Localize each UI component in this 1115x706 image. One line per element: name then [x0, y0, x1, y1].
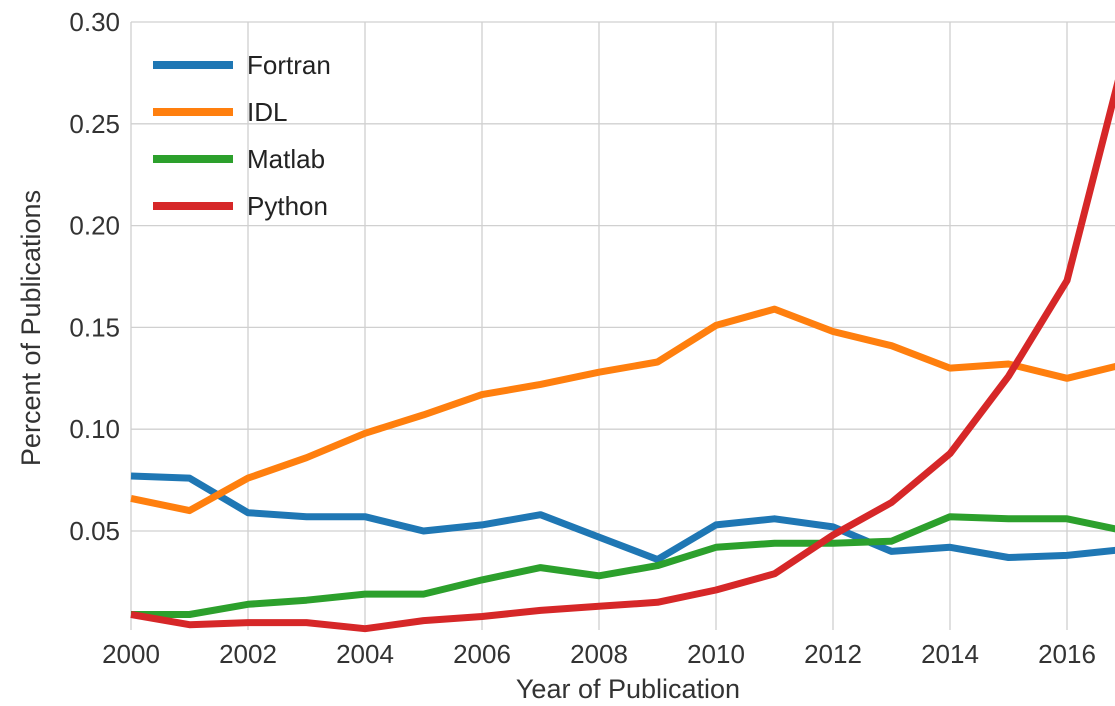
y-tick-label: 0.05 [69, 516, 120, 546]
legend: Fortran IDL Matlab Python [153, 50, 331, 221]
x-tick-label: 2006 [453, 639, 511, 669]
x-axis-label: Year of Publication [516, 674, 740, 704]
x-tick-label: 2002 [219, 639, 277, 669]
legend-label-python: Python [247, 191, 328, 221]
x-tick-label: 2016 [1038, 639, 1096, 669]
series-line-python [130, 79, 1115, 633]
y-tick-label: 0.20 [69, 211, 120, 241]
y-tick-label: 0.25 [69, 109, 120, 139]
series-line-matlab [131, 513, 1115, 618]
x-tick-labels: 2000 2002 2004 2006 2008 2010 2012 2014 2016 [102, 639, 1096, 669]
y-tick-label: 0.15 [69, 312, 120, 342]
x-tick-label: 2014 [921, 639, 979, 669]
series-line-fortran [130, 472, 1115, 563]
y-tick-label: 0.30 [69, 7, 120, 37]
x-tick-label: 2012 [804, 639, 862, 669]
y-axis-label: Percent of Publications [16, 190, 46, 466]
y-tick-labels: 0.05 0.10 0.15 0.20 0.25 0.30 [69, 7, 120, 546]
legend-label-fortran: Fortran [247, 50, 331, 80]
series-lines [130, 79, 1115, 633]
x-tick-label: 2008 [570, 639, 628, 669]
legend-label-idl: IDL [247, 97, 287, 127]
legend-label-matlab: Matlab [247, 144, 325, 174]
y-tick-label: 0.10 [69, 414, 120, 444]
x-tick-label: 2010 [687, 639, 745, 669]
series-line-idl [130, 305, 1115, 515]
x-tick-label: 2004 [336, 639, 394, 669]
x-tick-label: 2000 [102, 639, 160, 669]
